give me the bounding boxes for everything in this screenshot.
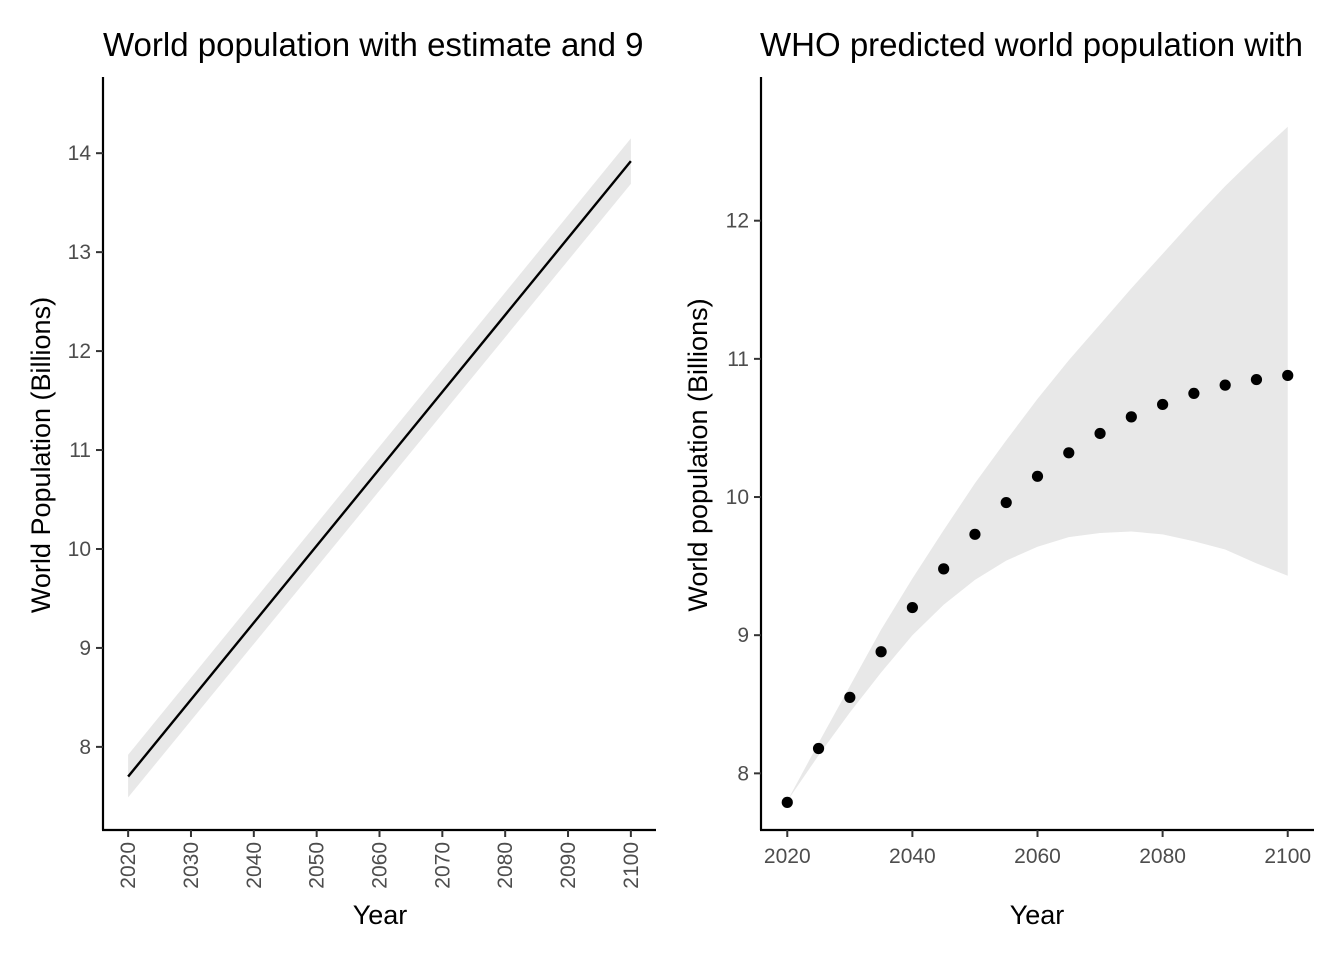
right-prediction-band-layer bbox=[787, 126, 1288, 801]
right-x-axis-label: Year bbox=[1010, 900, 1065, 930]
left-y-tick-label: 14 bbox=[68, 142, 92, 165]
right-data-point bbox=[781, 796, 793, 808]
right-chart-panel: WHO predicted world population with 8 9 10… bbox=[683, 26, 1314, 930]
right-data-point bbox=[1157, 398, 1169, 411]
left-x-tick-label: 2100 bbox=[620, 842, 643, 889]
right-data-point bbox=[906, 601, 918, 614]
right-y-tick-label: 11 bbox=[727, 348, 749, 371]
right-y-axis-label: World population (Billions) bbox=[683, 298, 713, 611]
left-y-tick-label: 13 bbox=[68, 241, 91, 264]
left-x-tick-label: 2070 bbox=[431, 842, 454, 889]
right-x-tick-label: 2020 bbox=[764, 845, 811, 868]
right-data-point bbox=[938, 563, 950, 575]
right-x-ticks: 2020 2040 2060 2080 2100 bbox=[764, 830, 1311, 868]
right-data-point bbox=[969, 528, 981, 540]
right-data-point bbox=[1282, 369, 1294, 382]
left-x-tick-label: 2040 bbox=[243, 842, 266, 889]
right-data-point bbox=[1094, 427, 1106, 440]
right-y-tick-label: 12 bbox=[726, 210, 749, 233]
right-y-tick-label: 8 bbox=[737, 762, 749, 785]
right-x-tick-label: 2040 bbox=[889, 845, 936, 868]
right-series-layer bbox=[781, 369, 1294, 808]
right-x-tick-label: 2100 bbox=[1264, 845, 1311, 868]
left-x-tick-label: 2050 bbox=[306, 842, 329, 889]
right-y-tick-label: 10 bbox=[726, 486, 749, 509]
left-y-tick-label: 8 bbox=[79, 736, 91, 759]
left-x-tick-label: 2090 bbox=[557, 842, 580, 889]
right-x-tick-label: 2060 bbox=[1014, 845, 1061, 868]
right-data-point bbox=[1188, 387, 1200, 399]
right-data-point bbox=[1250, 373, 1263, 386]
left-y-ticks: 8 9 10 11 12 13 14 bbox=[68, 142, 103, 759]
right-data-point bbox=[844, 691, 856, 703]
left-y-axis-label: World Population (Billions) bbox=[26, 297, 56, 613]
left-x-tick-label: 2030 bbox=[180, 842, 203, 889]
left-x-tick-label: 2020 bbox=[117, 842, 140, 889]
left-series-layer bbox=[127, 160, 632, 778]
right-y-ticks: 8 9 10 11 12 bbox=[726, 210, 761, 785]
right-data-point bbox=[1063, 447, 1075, 459]
right-data-point bbox=[1031, 470, 1044, 482]
right-ribbon bbox=[787, 126, 1288, 801]
left-y-tick-label: 11 bbox=[69, 439, 91, 462]
right-chart-title: WHO predicted world population with bbox=[760, 26, 1303, 63]
right-data-point bbox=[1000, 496, 1012, 509]
right-data-point bbox=[812, 742, 825, 755]
right-data-point bbox=[1125, 411, 1137, 423]
left-chart-title: World population with estimate and 9 bbox=[103, 26, 644, 63]
right-y-tick-label: 9 bbox=[737, 624, 749, 647]
left-y-tick-label: 9 bbox=[79, 637, 91, 660]
right-data-point bbox=[1219, 379, 1231, 391]
left-x-tick-label: 2080 bbox=[494, 842, 517, 889]
left-y-tick-label: 10 bbox=[68, 538, 91, 561]
left-series-line bbox=[127, 160, 632, 778]
left-chart-panel: World population with estimate and 9 8 9 1… bbox=[26, 26, 656, 930]
right-data-point bbox=[875, 646, 887, 658]
left-x-axis-label: Year bbox=[353, 900, 408, 930]
left-x-ticks: 2020 2030 2040 2050 2060 2070 2080 2090 2100 bbox=[117, 830, 643, 889]
left-x-tick-label: 2060 bbox=[369, 842, 392, 889]
left-y-tick-label: 12 bbox=[68, 340, 91, 363]
right-x-tick-label: 2080 bbox=[1139, 845, 1186, 868]
